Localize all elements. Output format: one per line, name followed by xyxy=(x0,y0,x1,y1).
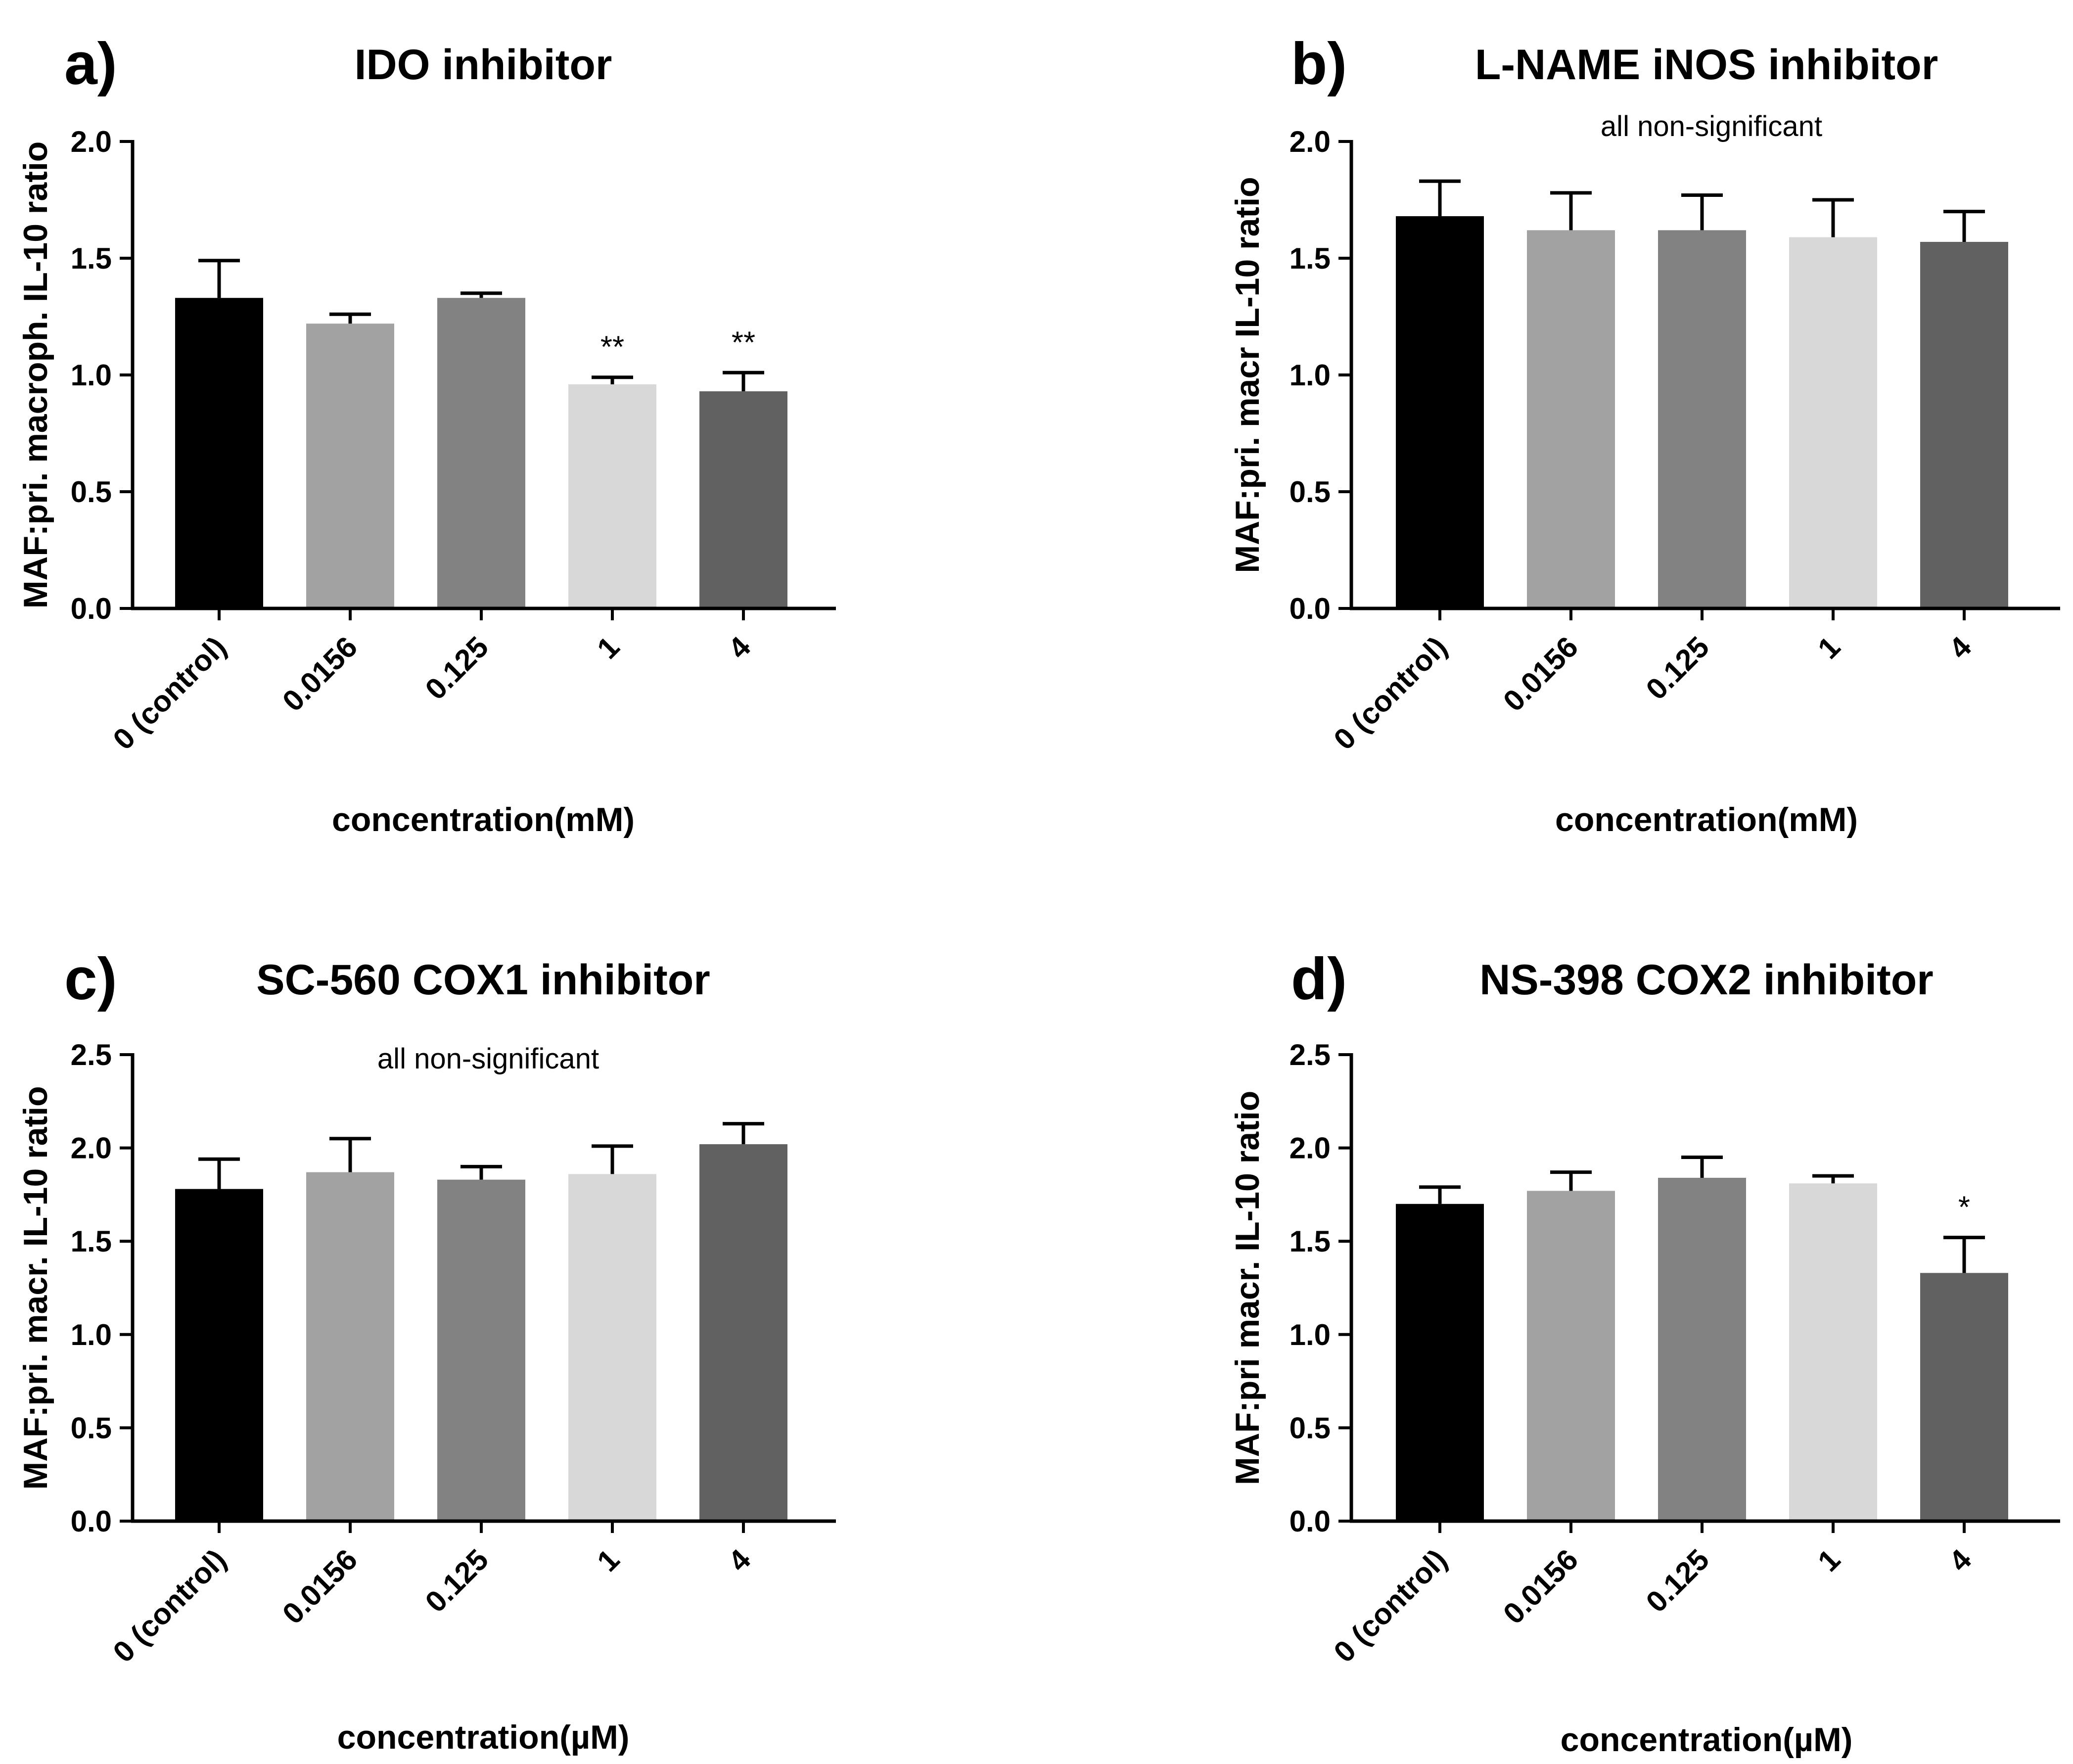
bar xyxy=(1658,1177,1746,1521)
x-tick-label: 0.0156 xyxy=(1497,1543,1584,1630)
y-tick-label: 1.5 xyxy=(1290,1225,1331,1258)
bar xyxy=(175,298,263,608)
y-axis-label: MAF:pri. macr IL-10 ratio xyxy=(1229,177,1266,573)
annotation-text: all non-significant xyxy=(1601,110,1822,142)
x-axis-label: concentration(mM) xyxy=(1555,801,1858,838)
y-tick-label: 1.5 xyxy=(71,1225,112,1258)
y-tick-label: 1.0 xyxy=(71,359,112,392)
bar xyxy=(1789,1183,1877,1521)
bar xyxy=(1920,1273,2008,1521)
panel-title: L-NAME iNOS inhibitor xyxy=(1475,41,1938,89)
x-tick-label: 0.125 xyxy=(419,1543,495,1619)
y-tick-label: 2.0 xyxy=(1290,1132,1331,1165)
y-tick-label: 1.0 xyxy=(1290,359,1331,392)
y-tick-label: 0.5 xyxy=(1290,1411,1331,1444)
bar xyxy=(1789,237,1877,608)
x-tick-label: 4 xyxy=(722,1542,757,1578)
bar xyxy=(437,298,525,608)
bar xyxy=(1527,1191,1615,1521)
bar xyxy=(699,1144,787,1521)
bar xyxy=(306,1172,394,1521)
x-tick-label: 4 xyxy=(722,630,757,665)
significance-marker: ** xyxy=(600,330,624,365)
bar xyxy=(1658,230,1746,608)
y-axis-label: MAF:pri. macroph. IL-10 ratio xyxy=(17,141,54,609)
x-tick-label: 0.125 xyxy=(1640,630,1716,706)
y-tick-label: 2.0 xyxy=(71,125,112,158)
panel-title: IDO inhibitor xyxy=(355,41,612,89)
x-axis-label: concentration(µM) xyxy=(337,1718,630,1756)
x-tick-label: 0 (control) xyxy=(106,1543,232,1669)
y-tick-label: 1.5 xyxy=(71,242,112,275)
y-tick-label: 0.0 xyxy=(1290,592,1331,625)
bar xyxy=(175,1189,263,1521)
x-tick-label: 0.0156 xyxy=(276,1543,364,1630)
x-axis-label: concentration(µM) xyxy=(1561,1721,1853,1759)
x-tick-label: 1 xyxy=(591,1543,626,1578)
y-tick-label: 0.0 xyxy=(1290,1505,1331,1538)
bar xyxy=(1396,216,1484,608)
panel-letter: a) xyxy=(64,31,117,97)
x-tick-label: 0.0156 xyxy=(276,630,364,718)
y-tick-label: 1.5 xyxy=(1290,242,1331,275)
x-tick-label: 0 (control) xyxy=(1327,1543,1453,1669)
annotation-text: all non-significant xyxy=(377,1043,599,1075)
bar xyxy=(699,391,787,608)
x-tick-label: 0 (control) xyxy=(106,630,232,756)
y-tick-label: 1.0 xyxy=(1290,1318,1331,1351)
y-tick-label: 1.0 xyxy=(71,1318,112,1351)
bar xyxy=(1920,241,2008,609)
y-tick-label: 2.0 xyxy=(71,1132,112,1165)
panel-4: d) NS-398 COX2 inhibitor 0 (control) 0.0156… xyxy=(1229,946,2060,1759)
y-tick-label: 0.5 xyxy=(1290,475,1331,509)
x-tick-label: 0.125 xyxy=(1640,1543,1716,1619)
panel-letter: d) xyxy=(1291,946,1347,1012)
x-tick-label: 4 xyxy=(1942,630,1978,665)
x-tick-label: 1 xyxy=(1811,1543,1846,1578)
bar xyxy=(437,1179,525,1521)
y-tick-label: 0.0 xyxy=(71,592,112,625)
panel-3: c) SC-560 COX1 inhibitor all non-significa… xyxy=(17,946,836,1756)
y-tick-label: 0.5 xyxy=(71,1411,112,1444)
panel-letter: c) xyxy=(64,946,117,1012)
panel-letter: b) xyxy=(1291,31,1347,97)
panel-2: b) L-NAME iNOS inhibitor all non-significa… xyxy=(1229,31,2060,838)
y-tick-label: 0.0 xyxy=(71,1505,112,1538)
x-tick-label: 1 xyxy=(1811,630,1846,665)
panel-1: a) IDO inhibitor 0 (control) 0.0156 0.125 ** 1… xyxy=(17,31,836,838)
x-tick-label: 1 xyxy=(591,630,626,665)
x-tick-label: 4 xyxy=(1942,1542,1978,1578)
significance-marker: ** xyxy=(732,325,755,360)
bar xyxy=(306,324,394,608)
y-axis-label: MAF:pri. macr. IL-10 ratio xyxy=(17,1086,54,1489)
y-tick-label: 0.5 xyxy=(71,475,112,509)
panel-title: NS-398 COX2 inhibitor xyxy=(1479,956,1934,1004)
x-tick-label: 0 (control) xyxy=(1327,630,1453,756)
bar xyxy=(1396,1204,1484,1521)
bar xyxy=(568,1174,656,1521)
bar xyxy=(568,384,656,608)
y-tick-label: 2.5 xyxy=(71,1038,112,1071)
x-tick-label: 0.0156 xyxy=(1497,630,1584,718)
significance-marker: * xyxy=(1958,1191,1970,1225)
y-axis-label: MAF:pri macr. IL-10 ratio xyxy=(1229,1091,1266,1485)
x-tick-label: 0.125 xyxy=(419,630,495,706)
y-tick-label: 2.5 xyxy=(1290,1038,1331,1071)
bar xyxy=(1527,230,1615,608)
panel-title: SC-560 COX1 inhibitor xyxy=(256,956,710,1004)
x-axis-label: concentration(mM) xyxy=(332,801,635,838)
y-tick-label: 2.0 xyxy=(1290,125,1331,158)
